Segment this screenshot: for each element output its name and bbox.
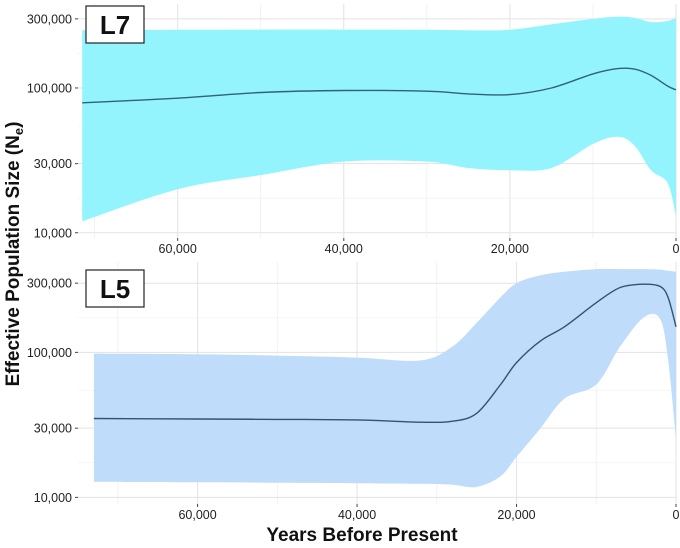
panel-label-box: L7: [85, 5, 145, 44]
y-tick-label: 300,000: [27, 277, 72, 291]
y-tick-label: 30,000: [34, 157, 72, 171]
x-axis-title: Years Before Present: [266, 525, 458, 546]
median-line: [93, 283, 677, 424]
panel-label-box: L5: [85, 269, 145, 308]
x-tick-label: 40,000: [338, 508, 376, 522]
panel-l5: 10,000 30,000 100,000 300,000 60,000 40,000 2…: [27, 262, 680, 522]
y-tick-label: 30,000: [34, 422, 72, 436]
y-tick-label: 100,000: [27, 346, 72, 360]
x-tick-label: 60,000: [178, 508, 216, 522]
y-tick-label: 300,000: [27, 12, 72, 26]
y-tick-labels: 10,000 30,000 100,000 300,000: [27, 12, 78, 240]
x-tick-label: 0: [673, 508, 680, 522]
x-tick-labels: 60,000 40,000 20,000 0: [178, 504, 680, 522]
panel-label: L7: [100, 10, 130, 40]
confidence-band: [82, 16, 676, 222]
confidence-band: [93, 268, 676, 488]
y-axis-title: Effective Population Size (Ne): [3, 122, 26, 387]
y-tick-label: 10,000: [34, 226, 72, 240]
median-line: [82, 67, 677, 104]
x-tick-label: 20,000: [497, 508, 535, 522]
panel-label: L5: [100, 274, 130, 304]
x-tick-labels: 60,000 40,000 20,000 0: [159, 238, 680, 256]
y-tick-label: 100,000: [27, 81, 72, 95]
x-tick-label: 60,000: [159, 242, 197, 256]
x-tick-label: 0: [673, 242, 680, 256]
y-tick-label: 10,000: [34, 491, 72, 505]
x-tick-label: 40,000: [325, 242, 363, 256]
y-tick-labels: 10,000 30,000 100,000 300,000: [27, 277, 78, 505]
x-tick-label: 20,000: [491, 242, 529, 256]
panel-l7: 10,000 30,000 100,000 300,000 60,000 40,000 2…: [27, 4, 680, 256]
